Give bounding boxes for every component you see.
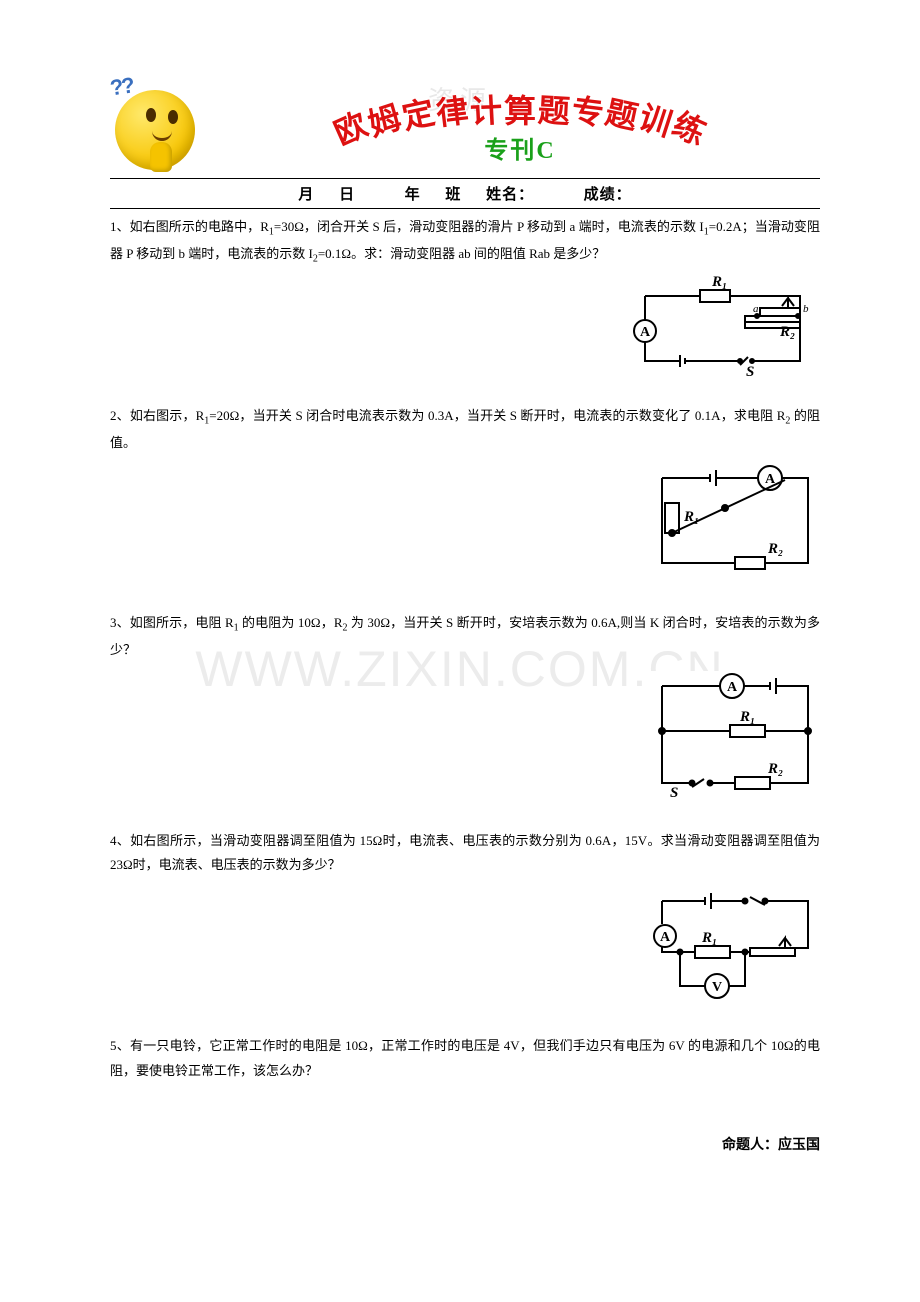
circuit-diagram-1: R₁ R₂ a b S A	[630, 276, 820, 376]
question-2: 2、如右图示，R1=20Ω，当开关 S 闭合时电流表示数为 0.3A，当开关 S…	[110, 404, 820, 455]
label-grade: 年	[405, 183, 421, 204]
thinking-emoji-icon: ??	[110, 80, 200, 170]
title-banner: ?? 欧姆定律计算题专题训练 专刊C	[110, 80, 820, 170]
main-title-arc: 欧姆定律计算题专题训练	[220, 86, 820, 132]
svg-text:S: S	[670, 785, 678, 801]
svg-text:A: A	[727, 680, 738, 695]
circuit-diagram-4: A V R₁	[650, 886, 820, 1006]
question-1: 1、如右图所示的电路中，R1=30Ω，闭合开关 S 后，滑动变阻器的滑片 P 移…	[110, 215, 820, 268]
svg-text:V: V	[712, 980, 722, 995]
circuit-diagram-3: A R₁ R₂ S	[650, 671, 820, 801]
svg-text:R₁: R₁	[711, 276, 727, 290]
svg-text:A: A	[765, 472, 776, 487]
svg-text:A: A	[660, 930, 671, 945]
svg-text:R₁: R₁	[701, 930, 717, 946]
label-day: 日	[339, 183, 355, 204]
question-4: 4、如右图所示，当滑动变阻器调至阻值为 15Ω时，电流表、电压表的示数分别为 0…	[110, 829, 820, 878]
svg-text:R₂: R₂	[767, 541, 783, 557]
label-month: 月	[298, 183, 314, 204]
svg-text:b: b	[803, 303, 809, 315]
svg-text:a: a	[753, 303, 759, 315]
question-3: 3、如图所示，电阻 R1 的电阻为 10Ω，R2 为 30Ω，当开关 S 断开时…	[110, 611, 820, 662]
svg-text:R₁: R₁	[739, 709, 755, 725]
author-line: 命题人：应玉国	[110, 1134, 820, 1154]
subtitle: 专刊C	[220, 130, 820, 165]
svg-text:R₁: R₁	[683, 509, 699, 525]
student-info-row: 月 日 年 班 姓名： 成绩：	[110, 178, 820, 209]
svg-text:S: S	[746, 364, 754, 376]
label-name: 姓名：	[486, 183, 534, 204]
label-class: 班	[445, 183, 461, 204]
svg-text:A: A	[640, 325, 651, 340]
svg-text:R₂: R₂	[779, 324, 795, 340]
svg-text:R₂: R₂	[767, 761, 783, 777]
question-5: 5、有一只电铃，它正常工作时的电阻是 10Ω，正常工作时的电压是 4V，但我们手…	[110, 1034, 820, 1083]
circuit-diagram-2: A R₁ R₂	[650, 463, 820, 583]
label-score: 成绩：	[584, 183, 632, 204]
